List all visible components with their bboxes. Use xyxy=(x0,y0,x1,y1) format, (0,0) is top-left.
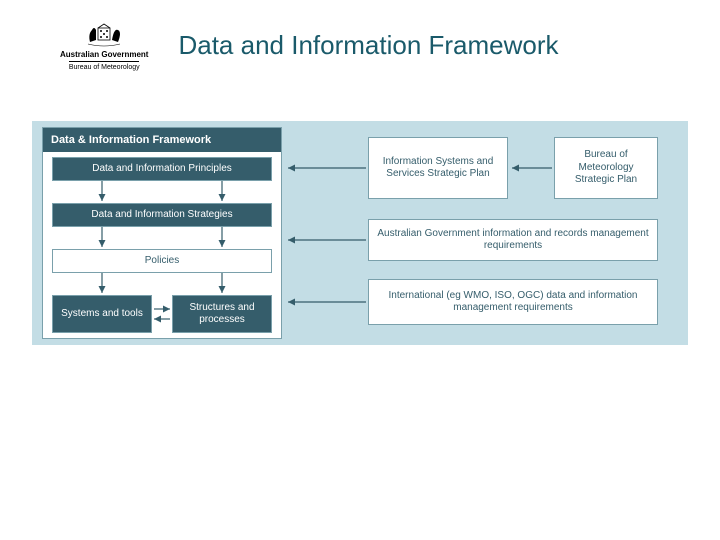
left-column-header: Data & Information Framework xyxy=(43,128,281,152)
framework-diagram: Data & Information Framework Data and In… xyxy=(32,121,688,345)
crest-line1: Australian Government xyxy=(60,50,148,59)
box-structures: Structures and processes xyxy=(172,295,272,333)
box-strategies: Data and Information Strategies xyxy=(52,203,272,227)
coat-of-arms-icon xyxy=(84,20,124,48)
box-iss-plan: Information Systems and Services Strateg… xyxy=(368,137,508,199)
gov-crest: Australian Government Bureau of Meteorol… xyxy=(60,20,148,71)
box-bom-plan: Bureau of Meteorology Strategic Plan xyxy=(554,137,658,199)
box-systems: Systems and tools xyxy=(52,295,152,333)
box-aus-gov: Australian Government information and re… xyxy=(368,219,658,261)
box-policies: Policies xyxy=(52,249,272,273)
slide-header: Australian Government Bureau of Meteorol… xyxy=(0,0,720,81)
box-principles: Data and Information Principles xyxy=(52,157,272,181)
crest-line2: Bureau of Meteorology xyxy=(69,64,140,71)
page-title: Data and Information Framework xyxy=(178,30,558,61)
box-international: International (eg WMO, ISO, OGC) data an… xyxy=(368,279,658,325)
